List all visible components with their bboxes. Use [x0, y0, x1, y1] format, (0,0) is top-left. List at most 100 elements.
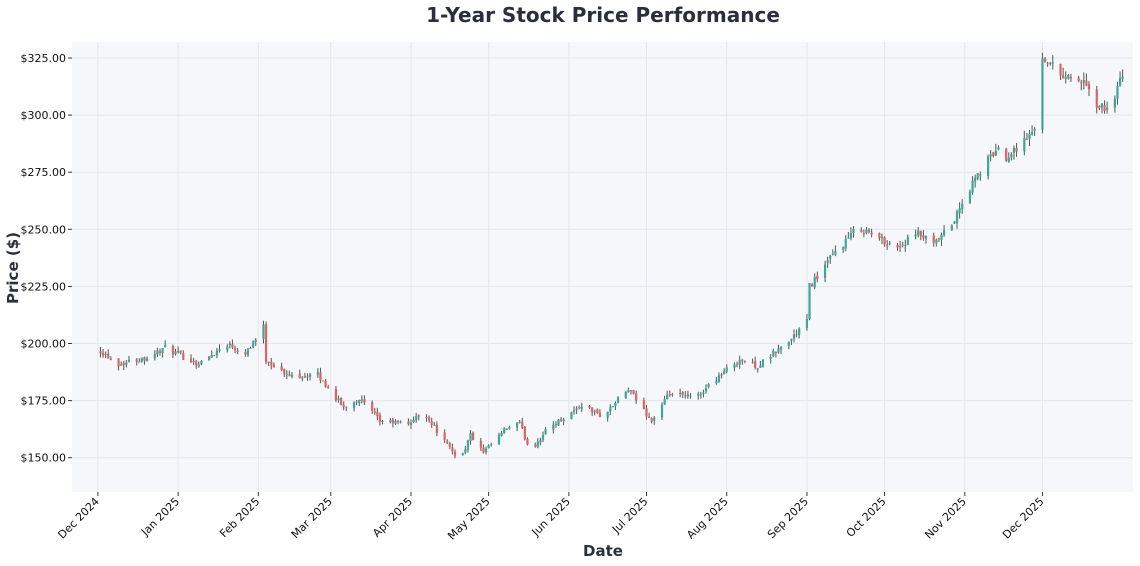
- plot-area: [72, 42, 1133, 492]
- candle-down: [451, 447, 454, 452]
- candle-up: [606, 411, 609, 418]
- candle-up: [955, 211, 959, 224]
- candle-down: [324, 380, 327, 388]
- candle-up: [904, 245, 907, 247]
- candle-down: [862, 233, 865, 235]
- candle-up: [917, 230, 920, 236]
- candle-up: [609, 406, 612, 412]
- candle-down: [635, 393, 638, 401]
- candle-down: [898, 246, 902, 248]
- candle-down: [363, 398, 366, 403]
- candle-down: [992, 152, 995, 156]
- candle-up: [358, 399, 361, 404]
- candle-up: [914, 234, 917, 237]
- candle-up: [906, 237, 909, 245]
- candle-down: [233, 347, 237, 350]
- candle-up: [627, 389, 630, 393]
- candle-down: [554, 423, 558, 425]
- candle-down: [158, 350, 162, 354]
- candle-down: [443, 432, 446, 440]
- candle-up: [880, 236, 884, 239]
- candle-up: [104, 353, 107, 355]
- y-tick-label: $200.00: [21, 338, 67, 351]
- candle-up: [852, 229, 855, 234]
- candle-down: [396, 420, 400, 422]
- candle-up: [208, 356, 211, 361]
- candle-down: [446, 440, 449, 443]
- candle-down: [435, 425, 438, 434]
- candle-up: [994, 150, 997, 156]
- candle-up: [805, 318, 809, 328]
- y-tick-label: $275.00: [21, 166, 67, 179]
- candle-down: [932, 235, 935, 243]
- candle-up: [1041, 58, 1044, 130]
- candle-up: [1012, 147, 1016, 153]
- candle-up: [541, 434, 545, 440]
- candle-down: [376, 411, 379, 417]
- candle-down: [334, 388, 338, 401]
- y-tick-label: $175.00: [21, 395, 67, 408]
- candle-up: [738, 359, 741, 365]
- candle-up: [1030, 131, 1034, 135]
- candle-down: [774, 351, 777, 354]
- candle-up: [394, 420, 397, 424]
- candle-down: [1098, 105, 1101, 109]
- candle-up: [518, 421, 521, 423]
- candle-down: [1103, 105, 1106, 111]
- candle-down: [1043, 57, 1047, 62]
- candle-down: [321, 380, 325, 382]
- candle-up: [847, 237, 850, 239]
- candle-down: [280, 366, 283, 371]
- candle-up: [174, 351, 177, 354]
- x-tick-label: Jan 2025: [138, 495, 182, 539]
- candle-down: [979, 174, 982, 176]
- candle-up: [469, 433, 472, 442]
- candle-down: [816, 275, 819, 280]
- x-axis-ticks: Dec 2024 Jan 2025 Feb 2025 Mar 2025 Apr 2025…: [55, 492, 1047, 543]
- candle-up: [1007, 157, 1010, 162]
- candle-down: [319, 372, 322, 381]
- x-tick-label: May 2025: [445, 495, 493, 543]
- candle-up: [254, 339, 257, 343]
- candle-up: [145, 358, 149, 362]
- candle-up: [200, 360, 203, 365]
- candle-up: [536, 441, 539, 448]
- candle-up: [484, 448, 488, 453]
- x-tick-label: Sep 2025: [765, 495, 811, 541]
- candle-down: [741, 359, 744, 361]
- candle-down: [922, 235, 925, 238]
- candle-up: [997, 147, 1000, 150]
- candle-down: [811, 284, 814, 287]
- candle-down: [342, 404, 345, 407]
- candle-up: [901, 244, 904, 246]
- candle-up: [779, 346, 783, 350]
- candle-down: [327, 386, 330, 388]
- candle-up: [834, 251, 837, 255]
- candle-up: [790, 338, 793, 341]
- candle-down: [270, 361, 273, 366]
- candle-down: [373, 411, 376, 414]
- candle-up: [1067, 74, 1070, 79]
- candle-down: [355, 401, 358, 403]
- y-axis-ticks: $150.00 $175.00 $200.00 $225.00 $250.00 $275.…: [21, 52, 72, 465]
- candle-down: [870, 232, 873, 235]
- candle-up: [663, 399, 666, 405]
- candle-down: [288, 374, 291, 376]
- candle-down: [135, 359, 138, 362]
- candle-up: [228, 343, 231, 346]
- candle-up: [508, 426, 511, 429]
- candle-up: [715, 380, 718, 384]
- candle-up: [666, 394, 669, 400]
- candle-down: [629, 390, 633, 392]
- candle-down: [795, 334, 798, 336]
- candle-up: [697, 394, 700, 396]
- candle-up: [164, 344, 167, 348]
- candle-up: [611, 406, 614, 408]
- candle-up: [769, 356, 772, 360]
- candle-up: [849, 233, 853, 239]
- candle-up: [156, 350, 159, 355]
- candle-up: [539, 439, 542, 443]
- candle-down: [345, 407, 348, 409]
- candle-down: [236, 350, 239, 352]
- candle-up: [823, 264, 827, 278]
